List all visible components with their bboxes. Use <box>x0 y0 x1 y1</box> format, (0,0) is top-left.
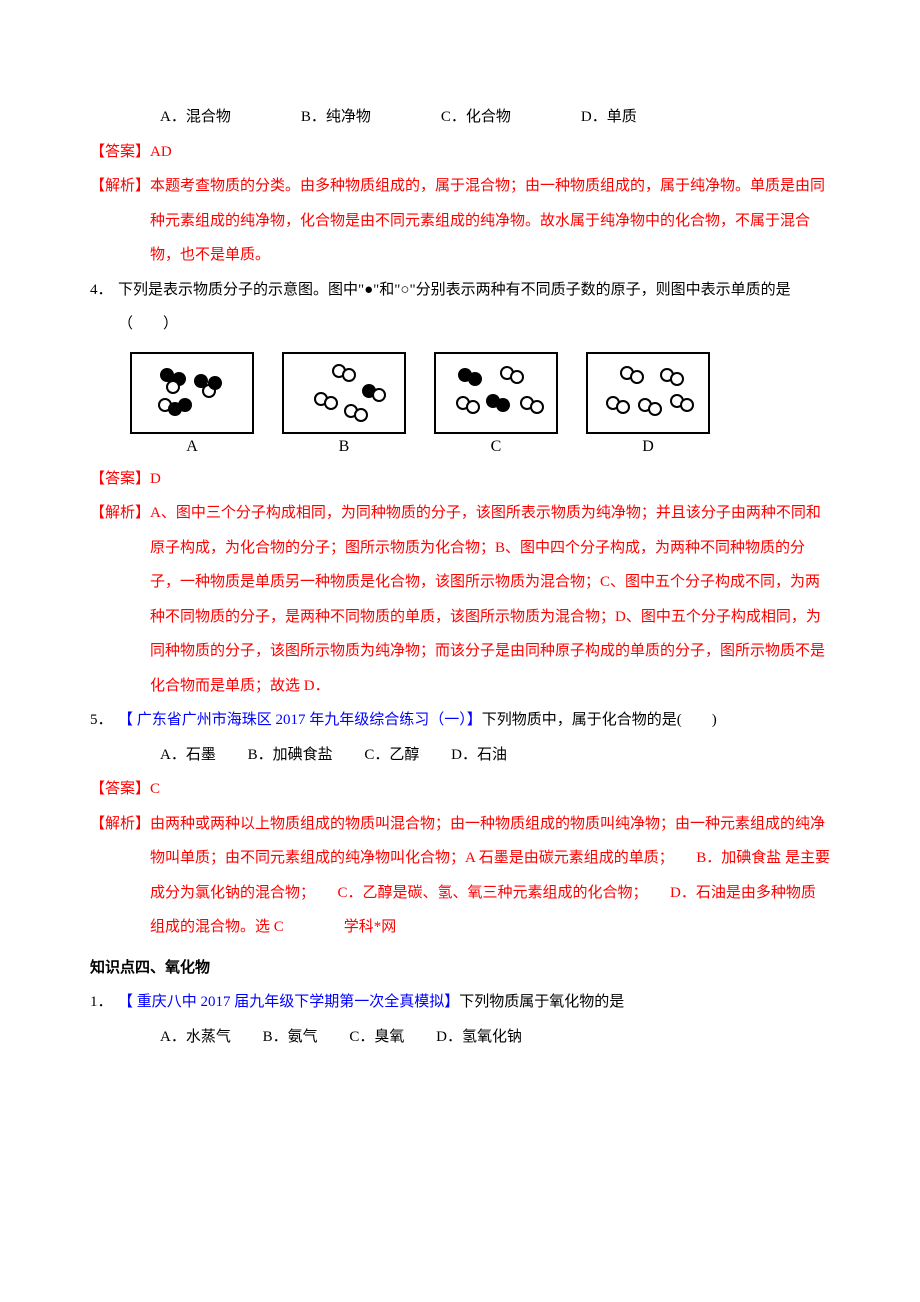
q4-label-b: B <box>282 436 406 458</box>
q4-label-a: A <box>130 436 254 458</box>
q-ox1-src-open: 【 <box>118 994 133 1010</box>
q4-diagram-c: C <box>434 352 558 458</box>
dark-atom-icon <box>208 376 222 390</box>
q3-explanation: 【解析】 本题考查物质的分类。由多种物质组成的，属于混合物；由一种物质组成的，属… <box>90 169 830 273</box>
q5-stem-tail: 下列物质中，属于化合物的是( ) <box>482 712 717 728</box>
q-ox1-option-c: C．臭氧 <box>349 1029 404 1045</box>
q3-exp-prefix: 【解析】 <box>90 169 150 273</box>
q5-answer-text: 【答案】C <box>90 781 160 797</box>
light-atom-icon <box>670 372 684 386</box>
light-atom-icon <box>166 380 180 394</box>
q5-option-d: D．石油 <box>451 747 507 763</box>
q5-option-a: A．石墨 <box>160 747 216 763</box>
q-ox1-src: 重庆八中 2017 届九年级下学期第一次全真模拟 <box>133 994 444 1010</box>
q3-option-a: A．混合物 <box>160 100 231 135</box>
q-ox1-option-a: A．水蒸气 <box>160 1029 231 1045</box>
q5-answer: 【答案】C <box>90 772 830 807</box>
q-ox1-options: A．水蒸气 B．氨气 C．臭氧 D．氢氧化钠 <box>90 1020 830 1055</box>
q5-exp-body: 由两种或两种以上物质组成的物质叫混合物；由一种物质组成的物质叫纯净物；由一种元素… <box>150 807 830 945</box>
q4-label-d: D <box>586 436 710 458</box>
q-ox1-num: 1． <box>90 985 118 1020</box>
q4-diagram-b: B <box>282 352 406 458</box>
q4-explanation: 【解析】 A、图中三个分子构成相同，为同种物质的分子，该图所表示物质为纯净物；并… <box>90 496 830 703</box>
q4: 4． 下列是表示物质分子的示意图。图中"●"和"○"分别表示两种有不同质子数的原… <box>90 273 830 342</box>
q3-options: A．混合物 B．纯净物 C．化合物 D．单质 <box>90 100 830 135</box>
q5-stem: 【 广东省广州市海珠区 2017 年九年级综合练习（一）】下列物质中，属于化合物… <box>118 703 830 738</box>
q5-options: A．石墨 B．加碘食盐 C．乙醇 D．石油 <box>90 738 830 773</box>
light-atom-icon <box>510 370 524 384</box>
q5-exp-prefix: 【解析】 <box>90 807 150 945</box>
light-atom-icon <box>324 396 338 410</box>
q5-src-open: 【 <box>118 712 133 728</box>
q3-exp-body: 本题考查物质的分类。由多种物质组成的，属于混合物；由一种物质组成的，属于纯净物。… <box>150 169 830 273</box>
q4-exp-body: A、图中三个分子构成相同，为同种物质的分子，该图所表示物质为纯净物；并且该分子由… <box>150 496 830 703</box>
dark-atom-icon <box>468 372 482 386</box>
q3-option-d: D．单质 <box>581 100 637 135</box>
light-atom-icon <box>616 400 630 414</box>
q5-num: 5． <box>90 703 118 738</box>
section-4-heading: 知识点四、氧化物 <box>90 951 830 986</box>
light-atom-icon <box>630 370 644 384</box>
q3-answer: 【答案】AD <box>90 135 830 170</box>
q5-explanation: 【解析】 由两种或两种以上物质组成的物质叫混合物；由一种物质组成的物质叫纯净物；… <box>90 807 830 945</box>
q5-src-close: 】 <box>467 712 482 728</box>
q-ox1-option-b: B．氨气 <box>263 1029 318 1045</box>
q4-answer: 【答案】D <box>90 462 830 497</box>
q4-exp-prefix: 【解析】 <box>90 496 150 703</box>
molecule-box-d <box>586 352 710 434</box>
molecule-box-a <box>130 352 254 434</box>
q4-label-c: C <box>434 436 558 458</box>
q-ox1-option-d: D．氢氧化钠 <box>436 1029 522 1045</box>
q-ox1: 1． 【 重庆八中 2017 届九年级下学期第一次全真模拟】下列物质属于氧化物的… <box>90 985 830 1020</box>
q-ox1-src-close: 】 <box>444 994 459 1010</box>
q4-num: 4． <box>90 273 118 342</box>
dark-atom-icon <box>178 398 192 412</box>
q3-option-c: C．化合物 <box>441 100 511 135</box>
q4-answer-text: 【答案】D <box>90 471 161 487</box>
light-atom-icon <box>680 398 694 412</box>
q3-answer-text: 【答案】AD <box>90 144 172 160</box>
q5-option-b: B．加碘食盐 <box>248 747 333 763</box>
light-atom-icon <box>372 388 386 402</box>
q4-diagram-d: D <box>586 352 710 458</box>
molecule-box-b <box>282 352 406 434</box>
q4-diagram-a: A <box>130 352 254 458</box>
molecule-box-c <box>434 352 558 434</box>
light-atom-icon <box>342 368 356 382</box>
q5-src: 广东省广州市海珠区 2017 年九年级综合练习（一） <box>133 712 467 728</box>
q-ox1-stem-tail: 下列物质属于氧化物的是 <box>459 994 624 1010</box>
q5: 5． 【 广东省广州市海珠区 2017 年九年级综合练习（一）】下列物质中，属于… <box>90 703 830 738</box>
dark-atom-icon <box>496 398 510 412</box>
light-atom-icon <box>530 400 544 414</box>
light-atom-icon <box>466 400 480 414</box>
light-atom-icon <box>648 402 662 416</box>
q-ox1-stem: 【 重庆八中 2017 届九年级下学期第一次全真模拟】下列物质属于氧化物的是 <box>118 985 830 1020</box>
q4-diagrams: A B C D <box>90 352 830 458</box>
q4-stem: 下列是表示物质分子的示意图。图中"●"和"○"分别表示两种有不同质子数的原子，则… <box>118 273 830 342</box>
light-atom-icon <box>354 408 368 422</box>
q5-option-c: C．乙醇 <box>364 747 419 763</box>
q3-option-b: B．纯净物 <box>301 100 371 135</box>
